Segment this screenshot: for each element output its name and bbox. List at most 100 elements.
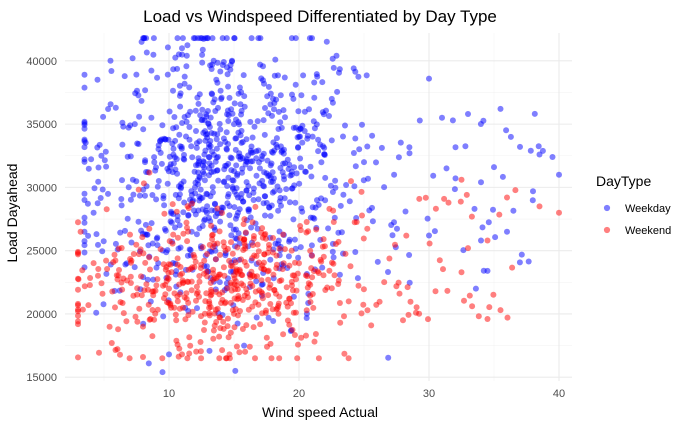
weekday-point xyxy=(424,215,431,222)
weekend-point xyxy=(201,319,208,326)
weekday-point xyxy=(478,237,484,244)
weekday-point xyxy=(292,81,299,88)
weekday-point xyxy=(195,35,201,42)
weekend-point xyxy=(126,355,133,362)
weekday-point xyxy=(234,212,240,219)
weekend-point xyxy=(288,300,294,307)
weekend-point xyxy=(166,238,173,245)
weekend-point xyxy=(308,265,315,272)
weekday-point xyxy=(202,207,209,214)
weekday-point xyxy=(321,151,328,158)
weekday-point xyxy=(248,35,255,42)
weekday-point xyxy=(308,242,315,249)
weekday-point xyxy=(277,165,284,171)
weekday-point xyxy=(292,35,299,42)
x-axis-title: Wind speed Actual xyxy=(262,404,378,420)
weekend-point xyxy=(138,273,144,280)
weekend-point xyxy=(320,253,327,260)
weekday-point xyxy=(280,160,287,167)
weekday-point xyxy=(340,191,347,198)
weekend-point xyxy=(249,219,256,226)
weekend-point xyxy=(255,248,262,255)
weekend-point xyxy=(275,300,282,307)
weekend-point xyxy=(273,261,280,268)
weekend-point xyxy=(259,234,266,241)
weekday-point xyxy=(232,235,239,242)
weekday-point xyxy=(120,123,127,130)
y-tick-label: 20000 xyxy=(26,309,57,321)
weekday-point xyxy=(238,190,245,197)
weekday-point xyxy=(253,314,260,321)
weekday-point xyxy=(181,151,187,158)
weekday-point xyxy=(127,122,134,129)
weekend-point xyxy=(468,213,475,220)
weekend-point xyxy=(75,300,81,307)
weekend-point xyxy=(112,304,118,311)
weekday-point xyxy=(119,177,125,184)
weekend-point xyxy=(259,295,266,302)
weekend-point xyxy=(331,272,338,279)
weekday-point xyxy=(323,38,330,45)
weekday-point xyxy=(138,97,145,104)
weekday-point xyxy=(170,87,176,94)
weekday-point xyxy=(159,369,166,376)
weekday-point xyxy=(94,76,101,83)
weekday-point xyxy=(306,106,312,113)
weekday-point xyxy=(181,73,188,80)
weekday-point xyxy=(102,148,109,155)
weekend-point xyxy=(210,327,217,334)
weekday-point xyxy=(277,119,284,126)
weekday-point xyxy=(211,96,218,103)
weekend-point xyxy=(171,290,178,297)
weekend-point xyxy=(329,259,335,266)
weekend-point xyxy=(206,300,213,307)
weekend-point xyxy=(298,334,305,341)
weekday-point xyxy=(199,116,206,123)
weekday-point xyxy=(240,198,246,205)
weekday-point xyxy=(336,271,343,278)
weekday-point xyxy=(231,35,238,42)
weekday-point xyxy=(211,200,218,207)
weekend-point xyxy=(85,302,92,309)
weekend-point xyxy=(146,225,153,232)
weekday-point xyxy=(298,164,305,171)
weekday-point xyxy=(247,147,254,154)
weekend-point xyxy=(315,270,322,276)
weekend-point xyxy=(187,342,194,349)
weekday-point xyxy=(203,190,210,197)
weekday-point xyxy=(264,157,271,164)
weekday-point xyxy=(536,151,543,158)
weekend-point xyxy=(235,270,242,277)
weekday-point xyxy=(260,200,267,207)
weekday-point xyxy=(369,204,375,211)
weekday-point xyxy=(148,67,155,74)
weekday-point xyxy=(95,241,101,248)
weekday-point xyxy=(200,129,207,136)
weekend-point xyxy=(225,334,232,341)
weekday-point xyxy=(197,186,204,193)
weekday-point xyxy=(85,232,92,239)
weekend-point xyxy=(75,308,81,315)
weekday-point xyxy=(144,276,151,283)
weekday-point xyxy=(276,187,283,194)
weekday-point xyxy=(186,84,193,91)
weekday-point xyxy=(225,118,232,124)
weekday-point xyxy=(148,220,155,227)
weekday-point xyxy=(117,229,124,236)
weekday-point xyxy=(164,44,171,51)
weekend-point xyxy=(187,265,194,272)
weekend-point xyxy=(556,209,562,216)
weekend-point xyxy=(154,306,161,313)
weekday-point xyxy=(439,114,445,121)
weekend-point xyxy=(486,304,493,311)
y-tick-label: 35000 xyxy=(26,119,57,131)
weekend-point xyxy=(115,326,122,333)
weekday-point xyxy=(208,207,215,214)
weekday-point xyxy=(203,111,210,118)
weekend-point xyxy=(227,329,234,336)
weekend-point xyxy=(286,295,293,302)
weekday-point xyxy=(161,135,168,142)
weekday-point xyxy=(267,174,274,181)
weekend-point xyxy=(214,305,221,312)
weekday-point xyxy=(222,138,229,145)
